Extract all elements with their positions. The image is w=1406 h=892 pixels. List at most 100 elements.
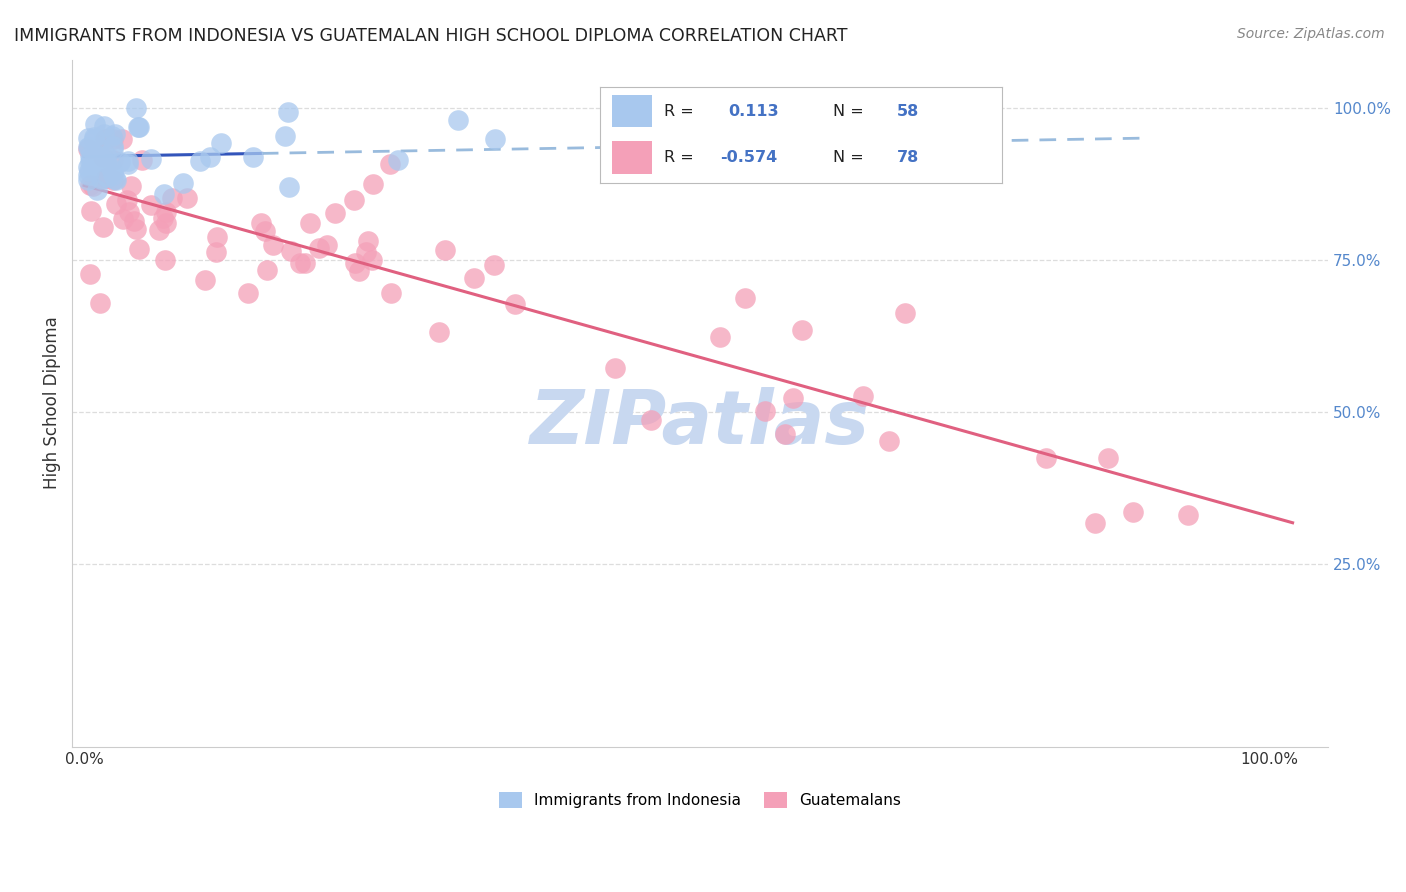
Point xyxy=(447,112,470,127)
Point xyxy=(782,391,804,405)
Point xyxy=(152,211,174,225)
Point xyxy=(79,149,101,163)
Point xyxy=(242,150,264,164)
Point xyxy=(83,132,105,146)
Point xyxy=(101,138,124,153)
Point xyxy=(148,223,170,237)
Point xyxy=(117,157,139,171)
Point xyxy=(82,178,104,193)
Point xyxy=(125,221,148,235)
Point xyxy=(209,136,232,151)
Point xyxy=(343,193,366,207)
Point xyxy=(347,263,370,277)
Point xyxy=(101,153,124,168)
Point xyxy=(101,163,124,178)
Text: IMMIGRANTS FROM INDONESIA VS GUATEMALAN HIGH SCHOOL DIPLOMA CORRELATION CHART: IMMIGRANTS FROM INDONESIA VS GUATEMALAN … xyxy=(14,27,848,45)
Point xyxy=(111,131,134,145)
Point xyxy=(108,154,131,169)
Point xyxy=(357,234,380,248)
Point xyxy=(205,230,228,244)
Point xyxy=(103,142,125,156)
Point xyxy=(624,145,647,159)
Point xyxy=(83,117,105,131)
Point xyxy=(83,130,105,145)
Point xyxy=(118,205,141,219)
Point xyxy=(87,149,110,163)
Point xyxy=(111,212,134,227)
Point xyxy=(1097,450,1119,465)
Point xyxy=(94,170,117,185)
Point xyxy=(127,120,149,134)
Point xyxy=(277,105,299,120)
Point xyxy=(79,155,101,169)
Text: ZIPatlas: ZIPatlas xyxy=(530,387,870,460)
Point xyxy=(141,198,163,212)
Point xyxy=(77,173,100,187)
Point xyxy=(176,191,198,205)
Point xyxy=(280,244,302,258)
Y-axis label: High School Diploma: High School Diploma xyxy=(44,317,60,490)
Point xyxy=(378,157,401,171)
Point xyxy=(80,204,103,219)
Point xyxy=(204,245,226,260)
Point xyxy=(308,241,330,255)
Point xyxy=(254,224,277,238)
Point xyxy=(256,263,278,277)
Point xyxy=(128,242,150,256)
Point xyxy=(194,273,217,287)
Point xyxy=(200,150,222,164)
Point xyxy=(120,178,142,193)
Point xyxy=(104,128,127,142)
Point xyxy=(100,161,122,175)
Point xyxy=(354,244,377,259)
Point xyxy=(79,164,101,178)
Point xyxy=(162,191,184,205)
Point xyxy=(640,413,662,427)
Point xyxy=(93,127,115,141)
Point xyxy=(433,243,456,257)
Point xyxy=(754,404,776,418)
Point xyxy=(294,256,316,270)
Point xyxy=(80,152,103,166)
Point xyxy=(290,256,312,270)
Point xyxy=(766,145,789,160)
Point xyxy=(1122,506,1144,520)
Point xyxy=(675,150,697,164)
Point xyxy=(484,132,506,146)
Point xyxy=(427,325,450,339)
Point xyxy=(96,148,118,162)
Point xyxy=(361,177,384,191)
Point xyxy=(273,129,295,144)
Point xyxy=(128,120,150,134)
Point xyxy=(790,323,813,337)
Point xyxy=(463,271,485,285)
Point xyxy=(117,154,139,169)
Point xyxy=(605,360,627,375)
Point xyxy=(323,206,346,220)
Point xyxy=(153,252,176,267)
Point xyxy=(87,140,110,154)
Point xyxy=(84,150,107,164)
Point xyxy=(380,286,402,301)
Point xyxy=(105,173,128,187)
Point xyxy=(93,219,115,234)
Point xyxy=(361,252,384,267)
Point xyxy=(262,237,284,252)
Point xyxy=(249,216,271,230)
Point xyxy=(131,153,153,168)
Point xyxy=(77,140,100,154)
Point xyxy=(94,170,117,185)
Point xyxy=(236,286,259,301)
Point xyxy=(76,168,98,182)
Point xyxy=(94,155,117,169)
Point xyxy=(1035,450,1057,465)
Point xyxy=(344,256,367,270)
Point xyxy=(773,426,796,441)
Point xyxy=(86,154,108,169)
Point xyxy=(709,330,731,344)
Point xyxy=(94,131,117,145)
Point xyxy=(104,196,127,211)
Point xyxy=(84,149,107,163)
Point xyxy=(101,173,124,187)
Point xyxy=(278,180,301,194)
